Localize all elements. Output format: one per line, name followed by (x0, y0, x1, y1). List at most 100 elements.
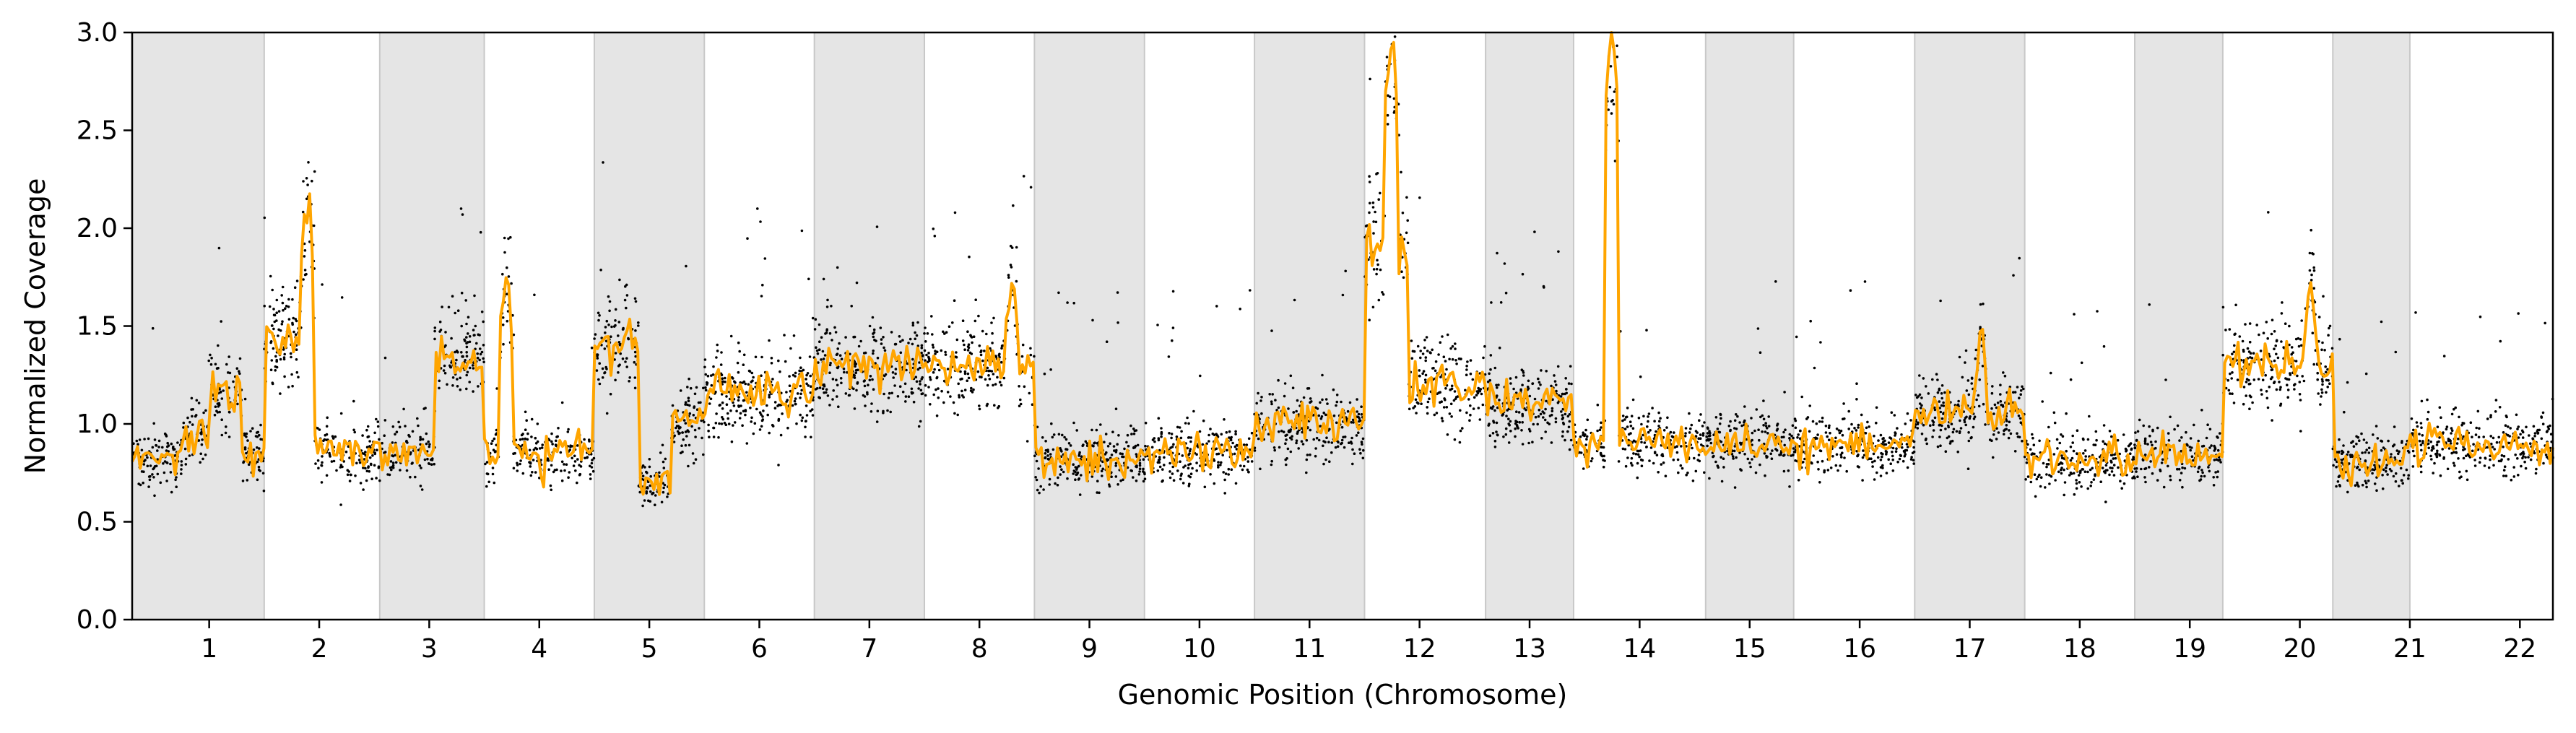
coverage-point (883, 374, 886, 378)
coverage-point (1990, 391, 1994, 395)
coverage-point (149, 464, 152, 467)
coverage-point (806, 372, 810, 375)
coverage-point (2373, 482, 2377, 485)
coverage-point (910, 391, 914, 395)
coverage-point (2442, 355, 2446, 357)
coverage-point (1783, 454, 1786, 456)
coverage-point (1379, 191, 1382, 195)
coverage-point (394, 461, 398, 464)
coverage-point (2432, 472, 2434, 474)
coverage-point (777, 403, 781, 407)
coverage-point (1295, 439, 1298, 442)
coverage-point (1991, 385, 1994, 388)
coverage-point (1746, 457, 1750, 461)
coverage-point (1982, 402, 1985, 406)
coverage-point (815, 346, 818, 350)
coverage-point (907, 342, 910, 344)
coverage-point (634, 300, 638, 303)
coverage-point (1669, 430, 1673, 434)
coverage-point (1305, 471, 1308, 474)
coverage-point (2289, 373, 2292, 376)
coverage-point (1478, 418, 1482, 421)
coverage-point (2286, 396, 2289, 399)
coverage-point (279, 392, 282, 395)
coverage-point (604, 365, 607, 369)
coverage-point (1931, 378, 1934, 381)
coverage-point (1857, 426, 1860, 429)
coverage-point (1351, 418, 1355, 422)
coverage-point (1428, 351, 1432, 354)
coverage-point (2178, 439, 2181, 442)
coverage-point (2449, 442, 2453, 445)
coverage-point (1623, 428, 1627, 430)
coverage-point (1158, 465, 1162, 469)
coverage-point (737, 404, 740, 407)
coverage-point (875, 339, 877, 342)
coverage-point (465, 373, 468, 377)
coverage-point (1631, 464, 1634, 467)
coverage-point (1473, 396, 1476, 399)
coverage-point (1319, 417, 1323, 420)
coverage-point (1808, 430, 1811, 433)
coverage-point (2286, 389, 2290, 391)
coverage-point (2002, 433, 2005, 435)
coverage-point (1336, 445, 1340, 448)
coverage-point (1733, 486, 1737, 489)
coverage-point (991, 342, 994, 344)
coverage-point (904, 395, 908, 398)
coverage-point (2109, 467, 2112, 469)
coverage-point (1033, 454, 1036, 458)
coverage-point (1731, 455, 1735, 458)
coverage-point (2032, 443, 2036, 446)
coverage-point (479, 230, 482, 234)
coverage-point (2452, 461, 2455, 465)
coverage-point (1361, 443, 1363, 446)
coverage-point (507, 237, 510, 240)
coverage-point (2001, 404, 2005, 407)
coverage-point (2516, 428, 2519, 430)
coverage-point (1648, 459, 1651, 462)
coverage-point (1482, 356, 1485, 360)
coverage-point (756, 207, 759, 210)
coverage-point (1749, 465, 1752, 469)
coverage-point (837, 405, 840, 408)
coverage-point (252, 448, 256, 451)
coverage-point (1965, 389, 1969, 392)
coverage-point (402, 407, 405, 411)
coverage-point (1217, 464, 1220, 467)
coverage-point (1936, 378, 1939, 381)
coverage-point (1714, 416, 1718, 419)
coverage-point (2031, 436, 2034, 440)
coverage-point (1626, 415, 1629, 419)
coverage-point (1707, 434, 1711, 438)
coverage-point (821, 387, 825, 390)
coverage-point (1078, 493, 1082, 496)
coverage-point (924, 326, 927, 329)
coverage-point (723, 421, 727, 425)
coverage-point (979, 353, 983, 357)
coverage-point (151, 473, 154, 476)
coverage-point (1655, 430, 1657, 433)
coverage-point (917, 425, 921, 428)
coverage-point (1084, 440, 1088, 443)
coverage-point (1531, 382, 1534, 386)
coverage-point (438, 379, 441, 383)
coverage-point (2541, 422, 2545, 425)
coverage-point (557, 427, 560, 430)
coverage-point (291, 384, 294, 388)
coverage-point (892, 376, 895, 379)
coverage-point (2317, 316, 2321, 318)
coverage-point (1171, 472, 1174, 475)
coverage-point (823, 391, 825, 394)
coverage-point (451, 295, 454, 298)
coverage-point (1933, 408, 1937, 412)
coverage-point (1800, 395, 1803, 399)
coverage-point (820, 336, 823, 339)
coverage-point (1664, 474, 1668, 477)
coverage-point (1893, 414, 1896, 417)
coverage-point (2382, 468, 2385, 472)
coverage-point (2336, 480, 2340, 483)
coverage-point (316, 427, 319, 430)
coverage-point (1435, 412, 1439, 415)
coverage-point (1566, 430, 1569, 433)
